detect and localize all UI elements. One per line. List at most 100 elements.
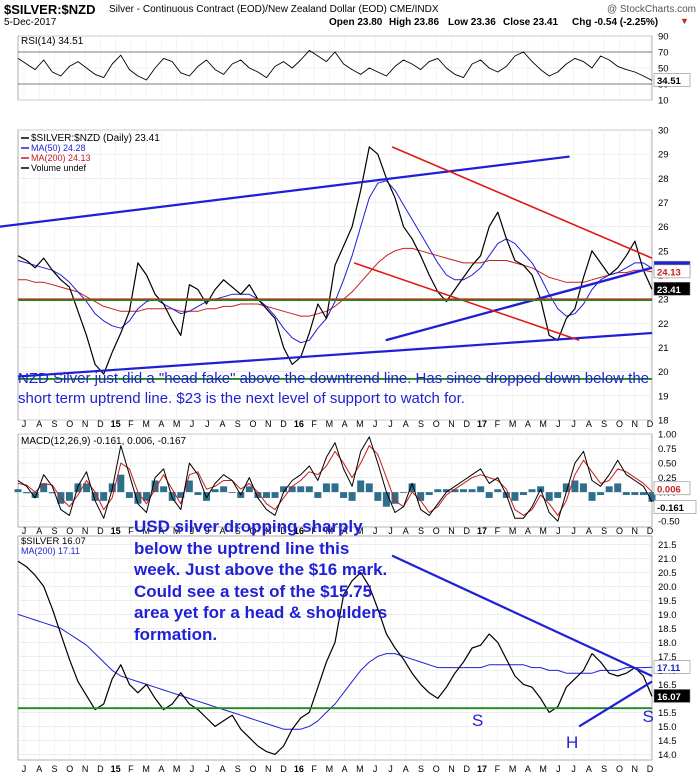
macd-histogram-bar <box>648 492 656 502</box>
usd-ma200-tag-box <box>653 660 691 674</box>
usd-tick-label: 21.0 <box>658 554 677 565</box>
x-axis-label: M <box>539 526 547 536</box>
x-axis-label: 16 <box>294 419 304 429</box>
x-axis-label: A <box>36 526 42 536</box>
x-axis-label: D <box>464 526 471 536</box>
ma50-line <box>17 180 653 344</box>
macd-histogram-bar <box>434 489 442 493</box>
macd-histogram-bar <box>588 492 596 501</box>
x-axis-label: S <box>52 419 58 429</box>
macd-panel-frame <box>17 433 653 528</box>
macd-histogram-bar <box>357 480 365 493</box>
macd-histogram-bar <box>417 492 425 501</box>
x-axis-label: N <box>82 764 89 774</box>
x-axis-label: J <box>373 526 378 536</box>
price-tick-label: 23 <box>658 295 669 306</box>
macd-histogram-bar <box>100 492 108 501</box>
macd-histogram-bar <box>494 489 502 493</box>
usd-tick-label: 20.5 <box>658 568 677 579</box>
macd-histogram-bar <box>477 486 485 493</box>
macd-histogram-bar <box>151 480 159 493</box>
x-axis-label: M <box>356 419 364 429</box>
x-axis-label: N <box>82 526 89 536</box>
x-axis-label: N <box>265 764 272 774</box>
x-axis-label: S <box>235 419 241 429</box>
x-axis-label: J <box>571 764 576 774</box>
macd-histogram-bar <box>340 492 348 498</box>
usd-ma200-line <box>17 613 653 730</box>
ticker-description: Silver - Continuous Contract (EOD)/New Z… <box>109 4 439 15</box>
x-axis-label: M <box>539 419 547 429</box>
ohlc-open: Open 23.80 <box>329 17 383 28</box>
macd-histogram-bar <box>280 486 288 493</box>
x-axis-label: A <box>525 419 531 429</box>
macd-histogram-bar <box>391 492 399 504</box>
x-axis-label: J <box>388 419 393 429</box>
x-axis-label: A <box>525 764 531 774</box>
x-axis-label: O <box>250 764 257 774</box>
macd-histogram-bar <box>185 480 193 493</box>
usd-annotation: USD silver dropping sharply below the up… <box>134 517 388 644</box>
x-axis-label: F <box>128 764 134 774</box>
downtrend-channel-upper <box>391 146 653 259</box>
macd-histogram-bar <box>528 489 536 493</box>
x-axis-label: A <box>586 419 592 429</box>
downtrend-channel-lower <box>353 262 580 342</box>
macd-histogram-bar <box>143 492 151 501</box>
ma200-line <box>18 247 653 317</box>
price-legend-entry: MA(50) 24.28 <box>31 143 86 153</box>
x-axis-label: 17 <box>477 526 487 536</box>
price-tick-label: 26 <box>658 222 669 233</box>
rsi-tick-label: 50 <box>658 64 669 75</box>
x-axis-label: A <box>219 526 225 536</box>
stockcharts-credit[interactable]: @ StockCharts.com <box>606 4 696 15</box>
price-tick-label: 19 <box>658 391 669 402</box>
macd-histogram-bar <box>348 492 356 501</box>
price-tick-label: 20 <box>658 367 669 378</box>
x-axis-label: M <box>142 419 150 429</box>
x-axis-label: M <box>326 764 334 774</box>
x-axis-label: S <box>52 526 58 536</box>
x-axis-label: J <box>190 419 195 429</box>
x-axis-label: A <box>403 764 409 774</box>
x-axis-label: D <box>464 419 471 429</box>
macd-histogram-bar <box>262 492 270 498</box>
chart-header: $SILVER:$NZD Silver - Continuous Contrac… <box>4 2 696 30</box>
ohlc-close: Close 23.41 <box>503 17 559 28</box>
x-axis-label: A <box>342 526 348 536</box>
usd-tick-label: 14.0 <box>658 750 677 761</box>
x-axis-label: J <box>556 764 561 774</box>
x-axis-label: O <box>616 526 623 536</box>
x-axis-label: N <box>265 419 272 429</box>
macd-histogram-bar <box>579 483 587 493</box>
macd-histogram-bar <box>125 492 133 498</box>
change-down-icon: ▼ <box>680 16 689 26</box>
usd-tick-label: 16.5 <box>658 680 677 691</box>
macd-histogram-bar <box>442 489 450 493</box>
macd-signal-tag-box <box>653 481 691 496</box>
x-axis-label: 15 <box>111 419 121 429</box>
x-axis-label: 17 <box>477 764 487 774</box>
x-axis-label: N <box>631 764 638 774</box>
macd-histogram-bar <box>451 489 459 493</box>
x-axis-label: M <box>173 419 181 429</box>
macd-tick-label: 0.25 <box>658 473 677 484</box>
rsi-line <box>17 49 653 81</box>
macd-histogram-bar <box>211 489 219 493</box>
x-axis-label: F <box>495 526 501 536</box>
x-axis-label: M <box>173 764 181 774</box>
x-axis-label: 16 <box>294 764 304 774</box>
macd-histogram-bar <box>562 483 570 493</box>
x-axis-label: A <box>586 526 592 536</box>
price-tick-label: 29 <box>658 150 669 161</box>
macd-histogram-bar <box>83 483 91 493</box>
x-axis-label: M <box>509 419 517 429</box>
macd-signal-line <box>17 445 653 516</box>
x-axis-label: O <box>433 526 440 536</box>
x-axis-label: M <box>356 526 364 536</box>
macd-tick-label: 0.75 <box>658 444 677 455</box>
usd-ma200-tag: 17.11 <box>657 663 681 674</box>
price-tick-label: 22 <box>658 319 669 330</box>
macd-histogram-bar <box>554 492 562 498</box>
